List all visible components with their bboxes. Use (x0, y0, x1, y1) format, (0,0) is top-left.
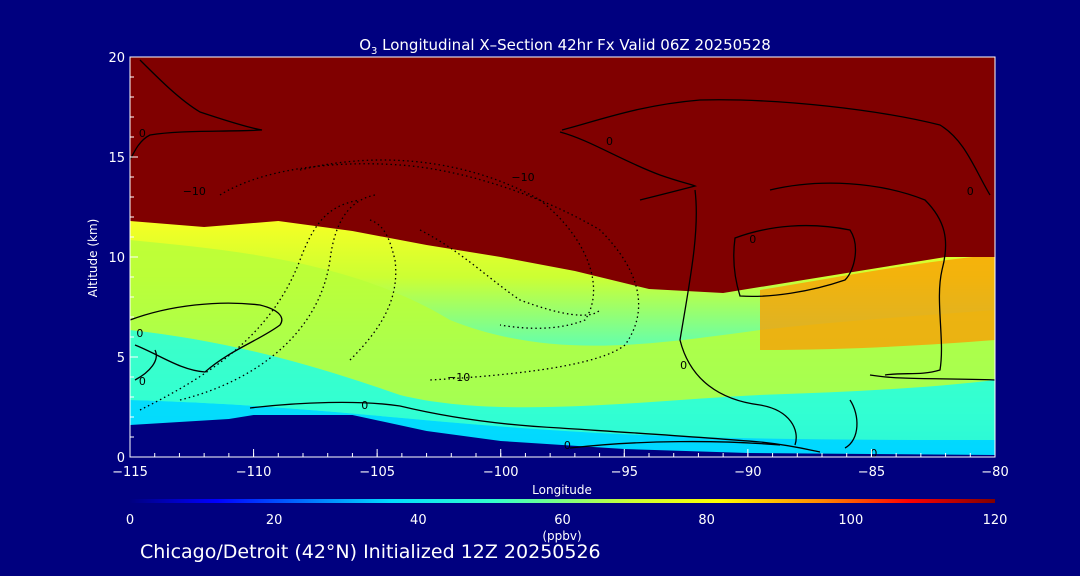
colorbar-tick-label: 20 (266, 513, 283, 528)
title-pre: O (359, 36, 371, 54)
contour-labels: 0 0 0 0 0 0 0 0 0 0 −10 −10 −10 (136, 127, 974, 460)
contour-line (139, 199, 361, 411)
colorbar-tick-label: 0 (126, 513, 134, 528)
contour-line (130, 302, 283, 373)
ozone-mid-layer (130, 330, 995, 440)
contour-line (179, 194, 376, 401)
contour-label: −10 (511, 171, 534, 184)
colorbar-tick-label: 120 (983, 513, 1008, 528)
contour-line (769, 182, 947, 376)
contour-line (349, 219, 397, 361)
chart-title: O3 Longitudinal X–Section 42hr Fx Valid … (359, 36, 771, 57)
x-tick-label: −80 (981, 465, 1008, 480)
x-tick-label: −85 (858, 465, 885, 480)
contour-label: 0 (606, 135, 613, 148)
dotted-contours (139, 159, 640, 411)
colorbar (130, 499, 995, 503)
y-tick-label: 20 (108, 51, 125, 66)
contour-line (561, 99, 991, 196)
ozone-upper-band (130, 240, 995, 408)
x-tick-label: −100 (483, 465, 519, 480)
contour-line (130, 59, 263, 161)
colorbar-label: (ppbv) (542, 529, 581, 543)
ozone-orange-region (760, 255, 995, 350)
y-tick-label: 0 (117, 451, 125, 466)
contour-label: 0 (564, 439, 571, 452)
colorbar-ticks: 0 20 40 60 80 100 120 (126, 513, 1008, 528)
contour-line (869, 374, 995, 381)
contour-label: 0 (967, 185, 974, 198)
x-tick-label: −105 (359, 465, 395, 480)
contour-line (844, 399, 858, 449)
y-axis-label: Altitude (km) (86, 219, 100, 298)
colorbar-tick-label: 100 (838, 513, 863, 528)
contour-label: 0 (680, 359, 687, 372)
contour-line (733, 224, 857, 297)
contour-label: 0 (139, 375, 146, 388)
stratosphere-shape (130, 57, 995, 293)
y-tick-label: 5 (117, 351, 125, 366)
x-tick-label: −110 (236, 465, 272, 480)
colorbar-tick-label: 80 (698, 513, 715, 528)
contour-label: 0 (870, 447, 877, 460)
title-post: Longitudinal X–Section 42hr Fx Valid 06Z… (377, 36, 770, 54)
contour-label: 0 (136, 327, 143, 340)
footer-text: Chicago/Detroit (42°N) Initialized 12Z 2… (140, 541, 601, 563)
contour-line (569, 440, 781, 449)
contour-line (219, 163, 640, 381)
contour-label: −10 (447, 371, 470, 384)
x-tick-label: −95 (611, 465, 638, 480)
plot-area: 0 0 0 0 0 0 0 0 0 0 −10 −10 −10 (130, 57, 995, 460)
colorbar-tick-label: 40 (410, 513, 427, 528)
contour-line (249, 401, 821, 453)
solid-contours (130, 59, 995, 453)
contour-label: 0 (139, 127, 146, 140)
contour-label: −10 (183, 185, 206, 198)
contour-line (419, 229, 601, 316)
y-tick-label: 10 (108, 251, 125, 266)
contour-line (679, 189, 797, 446)
y-tick-label: 15 (108, 151, 125, 166)
x-axis-label: Longitude (532, 483, 592, 497)
contour-label: 0 (749, 233, 756, 246)
contour-label: 0 (361, 399, 368, 412)
colorbar-tick-label: 60 (554, 513, 571, 528)
terrain-shape (130, 415, 995, 457)
x-tick-label: −90 (734, 465, 761, 480)
contour-line (134, 349, 157, 381)
contour-line (559, 131, 698, 201)
x-tick-label: −115 (112, 465, 148, 480)
title-sub: 3 (371, 46, 377, 57)
